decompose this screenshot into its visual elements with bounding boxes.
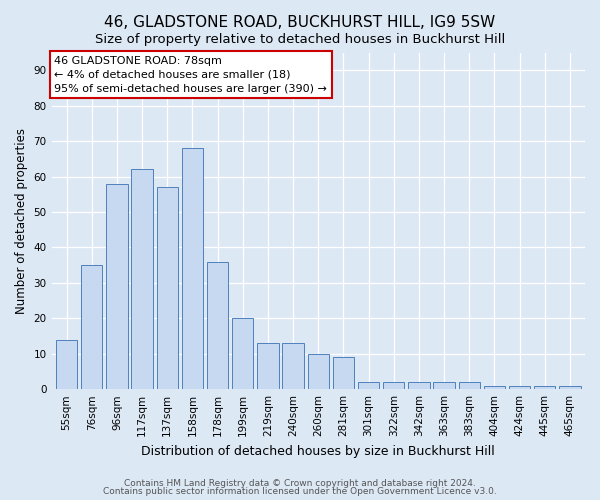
Bar	[182, 148, 203, 389]
Bar	[484, 386, 505, 389]
Text: Size of property relative to detached houses in Buckhurst Hill: Size of property relative to detached ho…	[95, 32, 505, 46]
Bar	[207, 262, 229, 389]
Bar	[308, 354, 329, 389]
Bar	[157, 187, 178, 389]
Bar	[408, 382, 430, 389]
Bar	[106, 184, 128, 389]
Bar	[333, 358, 354, 389]
Bar	[283, 343, 304, 389]
Text: Contains public sector information licensed under the Open Government Licence v3: Contains public sector information licen…	[103, 487, 497, 496]
Text: 46, GLADSTONE ROAD, BUCKHURST HILL, IG9 5SW: 46, GLADSTONE ROAD, BUCKHURST HILL, IG9 …	[104, 15, 496, 30]
Bar	[458, 382, 480, 389]
Bar	[56, 340, 77, 389]
Bar	[433, 382, 455, 389]
Bar	[534, 386, 556, 389]
X-axis label: Distribution of detached houses by size in Buckhurst Hill: Distribution of detached houses by size …	[142, 444, 495, 458]
Bar	[81, 265, 103, 389]
Y-axis label: Number of detached properties: Number of detached properties	[15, 128, 28, 314]
Bar	[383, 382, 404, 389]
Text: 46 GLADSTONE ROAD: 78sqm
← 4% of detached houses are smaller (18)
95% of semi-de: 46 GLADSTONE ROAD: 78sqm ← 4% of detache…	[54, 56, 327, 94]
Bar	[358, 382, 379, 389]
Bar	[257, 343, 278, 389]
Bar	[509, 386, 530, 389]
Bar	[559, 386, 581, 389]
Bar	[232, 318, 253, 389]
Text: Contains HM Land Registry data © Crown copyright and database right 2024.: Contains HM Land Registry data © Crown c…	[124, 478, 476, 488]
Bar	[131, 170, 153, 389]
